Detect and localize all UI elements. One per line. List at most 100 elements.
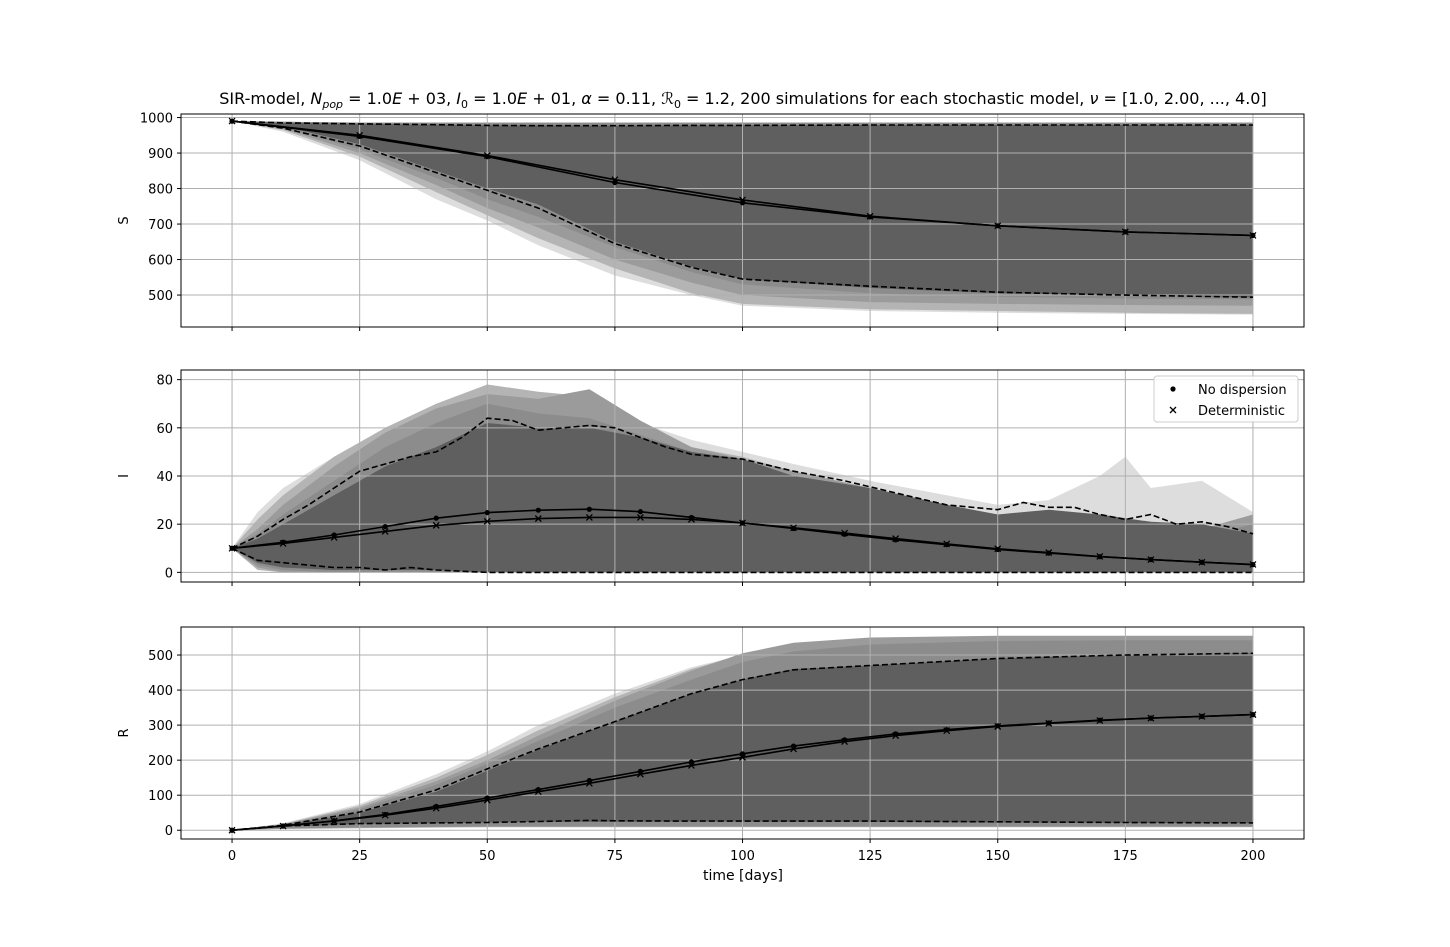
lines: [228, 117, 1257, 298]
y-tick-label: 500: [148, 289, 173, 304]
y-tick-label: 200: [148, 754, 173, 769]
deterministic-point: [841, 529, 849, 537]
deterministic-point: [1198, 712, 1206, 720]
no-dispersion-point: [637, 509, 644, 515]
y-tick-label: 60: [156, 422, 173, 437]
deterministic-point: [841, 738, 849, 746]
deterministic-point: [585, 779, 593, 787]
deterministic-point: [1096, 717, 1104, 725]
grid-lines: [181, 627, 1304, 839]
x-tick-label: 175: [1113, 849, 1138, 864]
deterministic-point: [790, 745, 798, 753]
x-tick-label: 100: [730, 849, 755, 864]
deterministic-point: [892, 535, 900, 543]
deterministic-point: [943, 727, 951, 735]
y-tick-label: 500: [148, 649, 173, 664]
deterministic-point: [994, 545, 1002, 553]
y-tick-label: 0: [165, 824, 173, 839]
deterministic-point: [739, 519, 746, 527]
deterministic-point: [1096, 553, 1104, 560]
deterministic-point: [636, 513, 644, 521]
deterministic-point: [534, 788, 542, 796]
panel-recovered: 0 100 200 300 400 500 0 25 50 75 100 125 150 175 200 R: [117, 626, 1305, 864]
quantile-line-2: [231, 120, 1254, 298]
x-tick-label: 75: [607, 849, 624, 864]
quantile-line-2: [231, 547, 1253, 574]
x-tick-label: 200: [1241, 849, 1266, 864]
deterministic-point: [1249, 231, 1257, 239]
quantile-line-1: [231, 120, 1253, 127]
y-axis-label: S: [117, 216, 132, 224]
no-dispersion-point: [535, 507, 541, 513]
deterministic-point: [228, 117, 236, 125]
deterministic-point: [1249, 711, 1257, 719]
y-tick-label: 80: [156, 374, 173, 389]
deterministic-point: [636, 770, 644, 778]
deterministic-point: [739, 753, 746, 761]
quantile-line-1: [231, 652, 1254, 831]
deterministic-point: [994, 723, 1002, 730]
no-dispersion-point: [586, 506, 592, 512]
deterministic-point: [994, 222, 1002, 230]
panels-group: 5006007008009001000S020406080I0100200300…: [117, 112, 1305, 864]
deterministic-point: [739, 196, 746, 204]
deterministic-point: [330, 817, 338, 825]
quantile-line-2: [231, 819, 1254, 831]
lines: [228, 417, 1257, 574]
y-tick-label: 100: [148, 789, 173, 804]
legend-label: Deterministic: [1198, 404, 1285, 419]
no-dispersion-point: [382, 523, 388, 530]
y-tick-label: 20: [156, 518, 173, 533]
deterministic-point: [1249, 560, 1257, 568]
deterministic-point: [381, 811, 389, 819]
y-axis-label: R: [117, 728, 132, 737]
panel-infected: 0 20 40 60 80 I: [117, 369, 1305, 586]
legend-box: [1153, 375, 1299, 423]
deterministic-point: [483, 517, 491, 525]
legend-x-marker: [1169, 406, 1177, 414]
deterministic-point: [483, 796, 491, 804]
no-dispersion-point: [484, 510, 490, 516]
deterministic-point: [279, 822, 287, 830]
deterministic-point: [585, 513, 593, 521]
deterministic-point: [381, 527, 389, 535]
deterministic-point: [943, 540, 951, 548]
deterministic-point: [1121, 228, 1129, 236]
y-axis-label: I: [117, 474, 132, 478]
quantile-line-1: [231, 417, 1254, 550]
y-tick-label: 1000: [140, 112, 173, 127]
y-tick-label: 0: [165, 566, 173, 581]
deterministic-point: [279, 539, 287, 547]
x-tick-label: 0: [228, 849, 236, 864]
deterministic-point: [330, 533, 338, 541]
deterministic-point: [892, 732, 900, 740]
panel-susceptible: 500 600 700 800 900 1000 S: [117, 112, 1305, 331]
legend: No dispersion Deterministic: [1153, 375, 1299, 423]
y-tick-label: 700: [148, 218, 173, 233]
deterministic-point: [228, 544, 236, 552]
deterministic-point: [1147, 556, 1155, 564]
y-tick-label: 800: [148, 183, 173, 198]
lines: [228, 652, 1257, 834]
legend-label: No dispersion: [1198, 383, 1287, 398]
deterministic-point: [1045, 549, 1053, 557]
deterministic-point: [356, 131, 364, 139]
deterministic-point: [1147, 714, 1155, 722]
y-tick-label: 300: [148, 719, 173, 734]
x-tick-label: 150: [985, 849, 1010, 864]
x-tick-label: 25: [351, 849, 368, 864]
no-dispersion-point: [433, 515, 439, 521]
deterministic-point: [1045, 719, 1053, 727]
chart-title: SIR-model, Npop = 1.0E + 03, I0 = 1.0E +…: [219, 89, 1266, 111]
deterministic-point: [790, 524, 798, 532]
y-tick-label: 400: [148, 684, 173, 699]
x-tick-label: 125: [858, 849, 883, 864]
x-axis-label: time [days]: [703, 868, 783, 884]
y-tick-label: 900: [148, 147, 173, 162]
y-tick-label: 40: [156, 470, 173, 485]
deterministic-point: [432, 804, 440, 812]
y-tick-label: 600: [148, 254, 173, 269]
deterministic-point: [228, 826, 236, 834]
